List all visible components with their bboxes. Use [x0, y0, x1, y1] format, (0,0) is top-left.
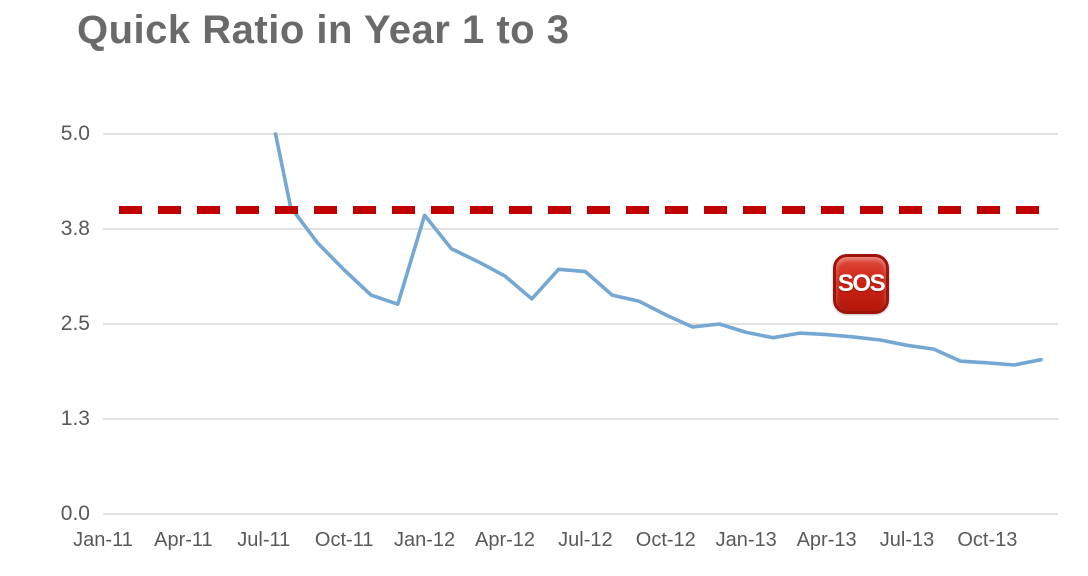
x-tick-label: Oct-11 — [314, 529, 374, 551]
y-tick-label: 5.0 — [60, 122, 90, 145]
y-tick-label: 3.8 — [60, 217, 90, 240]
x-tick-label: Oct-12 — [635, 529, 696, 551]
x-tick-label: Oct-13 — [957, 529, 1018, 551]
sos-emoji: SOS — [833, 254, 889, 314]
x-tick-label: Jan-11 — [73, 529, 133, 551]
y-tick-label: 2.5 — [60, 312, 90, 335]
x-tick-label: Jul-11 — [237, 529, 291, 551]
x-tick-label: Apr-13 — [796, 529, 857, 551]
x-tick-label: Apr-11 — [154, 529, 213, 551]
sos-emoji-label: SOS — [837, 270, 886, 297]
x-tick-label: Jul-12 — [558, 529, 613, 551]
x-tick-label: Jan-13 — [715, 529, 777, 551]
chart-title: Quick Ratio in Year 1 to 3 — [77, 8, 570, 52]
y-tick-label: 0.0 — [60, 502, 90, 525]
x-tick-label: Jan-12 — [394, 529, 456, 551]
y-tick-label: 1.3 — [60, 407, 90, 430]
x-tick-label: Jul-13 — [879, 529, 935, 551]
x-tick-label: Apr-12 — [474, 529, 536, 551]
quick-ratio-line — [273, 132, 1043, 367]
